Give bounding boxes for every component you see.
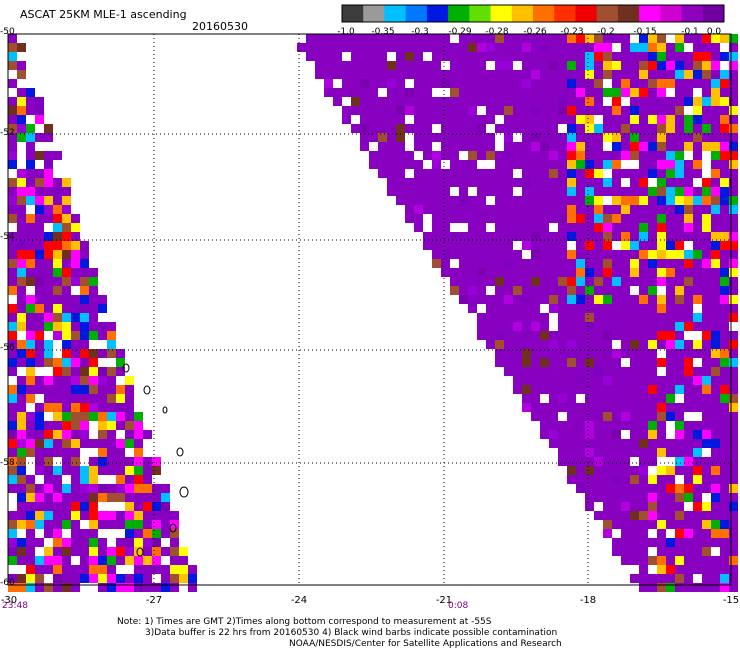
map-date: 20160530	[192, 20, 248, 33]
scale-swatch	[490, 5, 513, 22]
lon-label: -24	[290, 595, 308, 606]
lon-label: -27	[145, 595, 163, 606]
footer-credit: NOAA/NESDIS/Center for Satellite Applica…	[289, 639, 562, 649]
lat-label: -52	[0, 128, 15, 138]
footer-note-line1: Note: 1) Times are GMT 2)Times along bot…	[117, 617, 492, 627]
scale-swatch	[681, 5, 704, 22]
scale-swatch	[533, 5, 555, 22]
lat-label: -50	[0, 27, 15, 37]
scale-swatch	[405, 5, 428, 22]
lon-label: -30	[0, 595, 18, 606]
lon-label: -21	[435, 595, 453, 606]
map-title: ASCAT 25KM MLE-1 ascending	[20, 8, 187, 21]
scale-label: -0.15	[633, 27, 657, 37]
scale-swatch	[660, 5, 683, 22]
lon-label: -18	[579, 595, 597, 606]
time-label: 23:48	[2, 601, 28, 611]
scale-swatch	[448, 5, 470, 22]
scale-label: -0.35	[371, 27, 395, 37]
scale-swatch	[363, 5, 385, 22]
scale-swatch	[702, 5, 725, 22]
lon-label: -15	[722, 595, 740, 606]
scale-label: -0.28	[485, 27, 509, 37]
scale-swatch	[342, 5, 364, 22]
color-scale-bar	[341, 4, 725, 23]
scale-label: -0.26	[523, 27, 547, 37]
island-outlines	[122, 363, 189, 557]
scale-label: -0.1	[681, 27, 699, 37]
lat-label: -54	[0, 232, 15, 242]
map-frame	[7, 33, 732, 586]
scale-swatch	[426, 5, 449, 22]
scale-swatch	[511, 5, 534, 22]
scale-label: -0.23	[560, 27, 584, 37]
lat-label: -56	[0, 343, 15, 353]
scale-label: -0.3	[411, 27, 429, 37]
scale-swatch	[554, 5, 576, 22]
scale-label: -0.2	[597, 27, 615, 37]
footer-note-line2: 3)Data buffer is 22 hrs from 20160530 4)…	[145, 628, 558, 638]
lat-label: -60	[0, 578, 15, 588]
scale-frame	[341, 4, 725, 23]
scale-swatch	[575, 5, 598, 22]
scale-swatch	[639, 5, 661, 22]
map-grid	[8, 34, 731, 585]
scale-label: 0.0	[706, 27, 722, 37]
lat-label: -58	[0, 458, 15, 468]
scale-label: -0.29	[448, 27, 472, 37]
time-label: 0:08	[448, 601, 469, 611]
scale-swatch	[469, 5, 492, 22]
scale-swatch	[384, 5, 407, 22]
wind-quality-swath	[8, 34, 738, 592]
scale-swatch	[596, 5, 619, 22]
scale-label: -1.0	[337, 27, 355, 37]
scale-swatch	[617, 5, 640, 22]
